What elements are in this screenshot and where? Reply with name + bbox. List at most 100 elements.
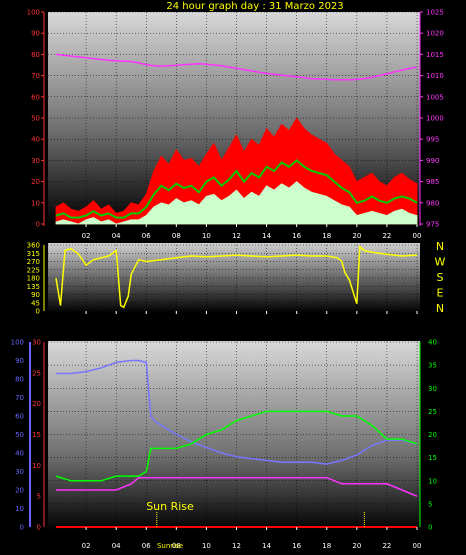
pressure-line [55,53,418,81]
y-tick-label: 70 [31,72,40,80]
y-tick-label: 135 [27,283,40,291]
x-tick-label: 06 [142,232,151,240]
y-tick-label: 50 [31,115,40,123]
x-tick-label: 14 [262,542,271,550]
y-tick-label: 90 [31,291,40,299]
panel-wind-axes: 0102030405060708090100975980985990995100… [27,9,444,241]
y-tick-label: 180 [27,275,40,283]
y-tick-label: 1020 [426,30,444,38]
compass-label: W [435,256,446,269]
sunrise-tick-label: Sunrise [157,542,183,550]
y-tick-label: 80 [31,51,40,59]
x-tick-label: 08 [172,542,181,550]
average-line [55,159,418,219]
y-tick-label: 0 [37,524,41,532]
x-tick-label: 18 [322,542,331,550]
panel-humidity-grid [48,341,420,528]
x-tick-label: 16 [292,542,301,550]
speed-area [55,181,418,225]
x-tick-label: 16 [292,232,301,240]
y-tick-label: 30 [32,339,41,347]
y-tick-label: 1010 [426,72,444,80]
y-tick-label: 1000 [426,115,444,123]
y-tick-label: 60 [15,413,24,421]
x-tick-label: 06 [142,542,151,550]
x-tick-label: 10 [202,232,211,240]
y-tick-label: 40 [31,136,40,144]
sun-rise-label: Sun Rise [146,500,194,513]
y-tick-label: 980 [426,199,439,207]
x-tick-label: 20 [352,542,361,550]
y-tick-label: 360 [27,242,40,250]
x-tick-label: 20 [352,232,361,240]
y-tick-label: 60 [31,93,40,101]
panel-wind-series [55,53,418,225]
x-tick-label: 00 [413,232,422,240]
x-tick-label: 04 [112,232,121,240]
y-tick-label: 995 [426,136,439,144]
y-tick-label: 0 [36,308,40,316]
direction-line [55,245,418,309]
y-tick-label: 15 [428,454,437,462]
y-tick-label: 315 [27,250,40,258]
x-tick-label: 10 [202,542,211,550]
x-tick-label: 22 [382,232,391,240]
y-tick-label: 70 [15,394,24,402]
y-tick-label: 1005 [426,93,444,101]
x-tick-label: 02 [82,232,91,240]
x-tick-label: 12 [232,542,241,550]
y-tick-label: 990 [426,157,439,165]
panel-humidity-axes: 0 10 20 30 40 50 60 70 80 90 10 00 5 10 15 20 25 30 0 5 10 15… [11,339,437,551]
y-tick-label: 10 [31,199,40,207]
y-tick-label: 5 [37,493,41,501]
y-tick-label: 15 [32,431,41,439]
x-tick-label: 14 [262,232,271,240]
x-tick-label: 18 [322,232,331,240]
y-tick-label: 20 [428,431,437,439]
y-tick-label: 225 [27,266,40,274]
y-tick-label: 100 [27,9,40,17]
y-tick-label: 40 [428,339,437,347]
y-tick-label: 1025 [426,9,444,17]
compass-label: E [437,287,444,300]
y-tick-label: 45 [31,299,40,307]
y-tick-label: 10 [15,505,24,513]
y-tick-label: 80 [15,376,24,384]
y-tick-label: 90 [31,30,40,38]
panel-direction-series [55,245,418,309]
chart-title: 24 hour graph day : 31 Marzo 2023 [166,1,343,12]
y-tick-label: 5 [428,500,432,508]
y-tick-label: 30 [428,385,437,393]
x-tick-label: 02 [82,542,91,550]
y-tick-label: 0 [20,524,24,532]
y-tick-label: 30 [31,157,40,165]
y-tick-label: 0 [36,221,40,229]
x-tick-label: 00 [413,542,422,550]
panel-humidity-background [48,341,420,531]
compass-label: N [436,302,444,315]
y-tick-label: 975 [426,221,439,229]
y-tick-label: 20 [15,487,24,495]
y-tick-label: 90 [15,357,24,365]
y-tick-label: 25 [32,369,41,377]
y-tick-label: 50 [15,431,24,439]
y-tick-label: 10 [428,477,437,485]
y-tick-label: 20 [32,400,41,408]
y-tick-label: 1015 [426,51,444,59]
y-tick-label: 35 [428,362,437,370]
x-tick-label: 08 [172,232,181,240]
temperature-line [55,410,418,482]
humidity-line [56,359,418,465]
y-tick-label: 985 [426,178,439,186]
y-tick-label: 20 [31,178,40,186]
y-tick-label: 10 [32,462,41,470]
x-tick-label: 12 [232,232,241,240]
y-tick-label: 270 [27,258,40,266]
y-tick-label: 30 [15,468,24,476]
x-tick-label: 22 [382,542,391,550]
y-tick-label: 40 [15,450,24,458]
x-tick-label: 04 [112,542,121,550]
